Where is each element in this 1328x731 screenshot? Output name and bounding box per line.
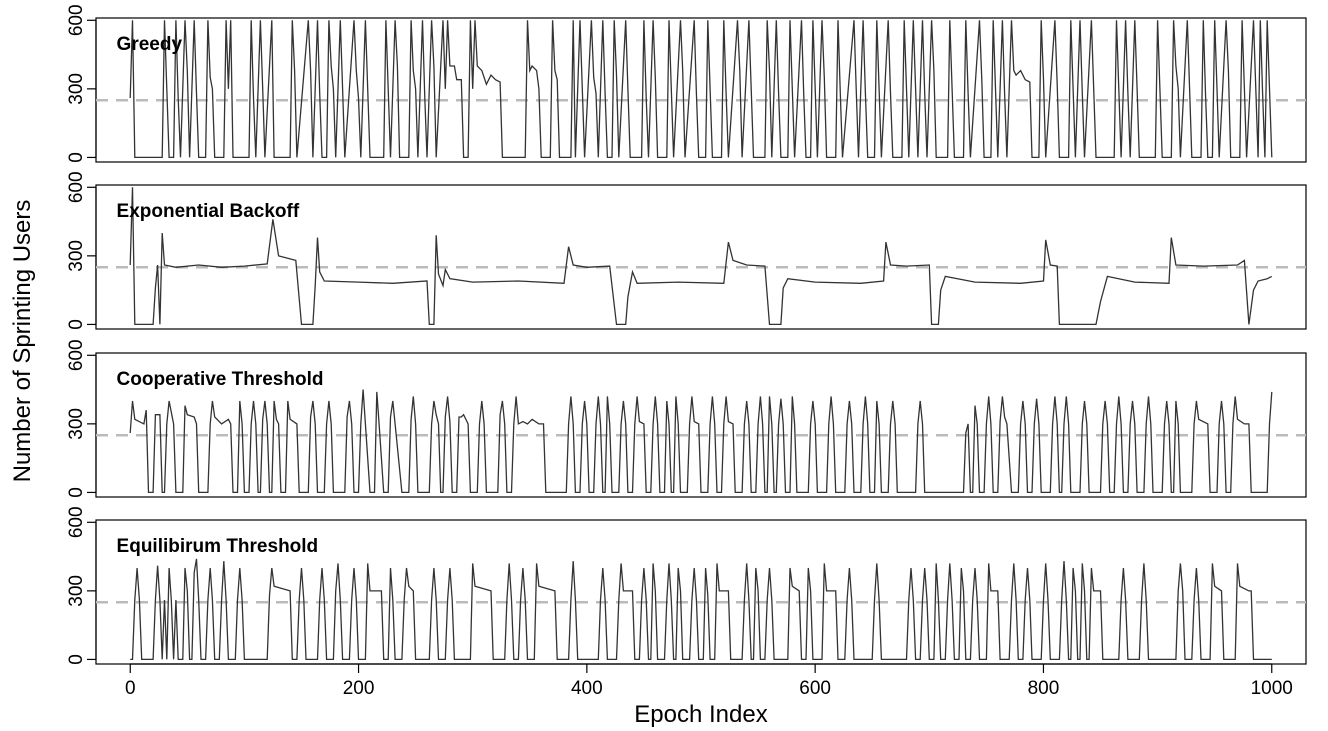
y-tick-label: 600 (66, 171, 87, 203)
x-tick-label: 600 (799, 678, 831, 699)
series-line (129, 389, 1273, 494)
series-line (129, 187, 1273, 326)
x-tick-label: 1000 (1251, 678, 1293, 699)
y-tick-label: 600 (66, 4, 87, 36)
panel-title: Exponential Backoff (117, 201, 300, 222)
y-tick-label: 300 (66, 575, 87, 607)
y-tick-label: 300 (66, 240, 87, 272)
y-tick-label: 300 (66, 408, 87, 440)
panel-title: Greedy (117, 34, 183, 55)
y-tick-label: 600 (66, 339, 87, 371)
panel-title: Cooperative Threshold (117, 369, 324, 390)
y-tick-label: 0 (66, 319, 87, 330)
series-line (129, 20, 1273, 159)
y-tick-label: 300 (66, 73, 87, 105)
x-tick-label: 0 (125, 678, 136, 699)
y-tick-label: 600 (66, 506, 87, 538)
panel-title: Equilibirum Threshold (117, 536, 319, 557)
x-tick-label: 800 (1028, 678, 1060, 699)
y-tick-label: 0 (66, 152, 87, 163)
y-tick-label: 0 (66, 487, 87, 498)
x-tick-label: 400 (571, 678, 603, 699)
y-tick-label: 0 (66, 654, 87, 665)
series-line (130, 558, 1272, 661)
x-tick-label: 200 (343, 678, 375, 699)
x-axis-title: Epoch Index (634, 701, 767, 728)
y-axis-title: Number of Sprinting Users (9, 200, 36, 483)
